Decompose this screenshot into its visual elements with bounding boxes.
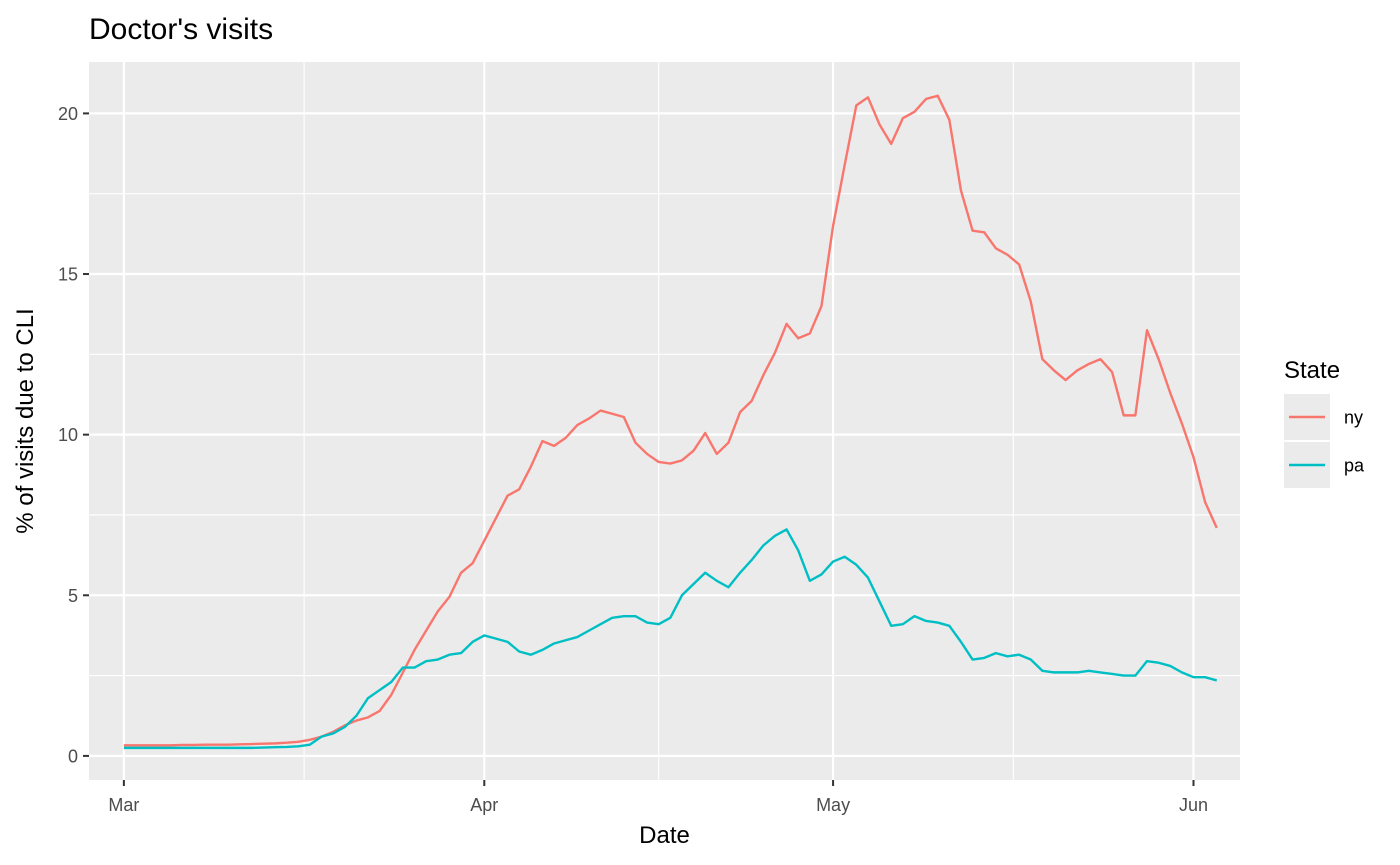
x-tick-label: Jun xyxy=(1179,795,1208,815)
y-axis: 0 5 10 15 20 xyxy=(58,104,89,766)
y-tick-label: 5 xyxy=(68,586,78,606)
legend-label-ny: ny xyxy=(1344,408,1363,428)
y-axis-title: % of visits due to CLI xyxy=(12,308,39,533)
y-tick-label: 10 xyxy=(58,425,78,445)
x-axis-title: Date xyxy=(639,822,690,849)
x-tick-label: May xyxy=(816,795,850,815)
series-line-pa xyxy=(123,528,1218,750)
series-line-ny xyxy=(123,94,1218,747)
x-tick-label: Mar xyxy=(108,795,139,815)
x-axis: Mar Apr May Jun xyxy=(108,780,1208,815)
x-tick-label: Apr xyxy=(470,795,498,815)
legend-title: State xyxy=(1284,357,1340,384)
y-tick-label: 15 xyxy=(58,265,78,285)
major-gridlines xyxy=(89,62,1240,780)
legend: State ny pa xyxy=(1284,357,1365,488)
series-layer xyxy=(123,94,1218,750)
chart-title: Doctor's visits xyxy=(89,13,273,46)
minor-gridlines xyxy=(89,62,1240,780)
y-tick-label: 0 xyxy=(68,746,78,766)
legend-label-pa: pa xyxy=(1344,456,1365,476)
y-tick-label: 20 xyxy=(58,104,78,124)
legend-entries: ny pa xyxy=(1284,394,1365,488)
plot-panel xyxy=(89,62,1240,780)
